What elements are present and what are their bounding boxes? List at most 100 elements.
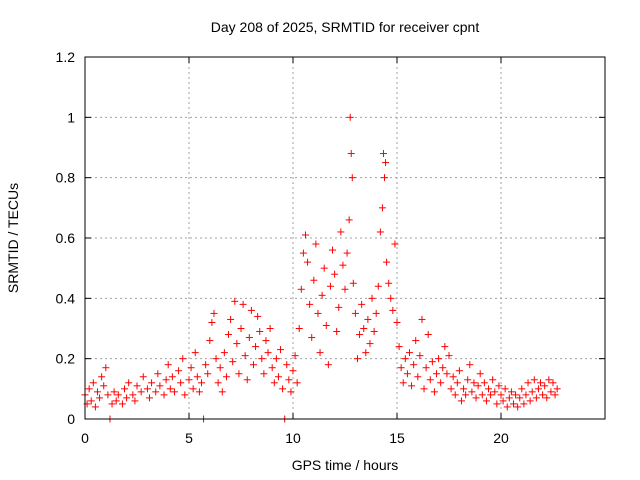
data-point — [304, 258, 312, 266]
data-point — [123, 394, 131, 402]
data-point — [143, 385, 151, 393]
data-point — [405, 349, 413, 357]
data-point — [326, 282, 334, 290]
data-point — [341, 285, 349, 293]
data-point — [214, 379, 222, 387]
y-axis-label: SRMTID / TECUs — [5, 183, 21, 293]
data-point — [212, 355, 220, 363]
data-point — [164, 361, 172, 369]
data-point — [372, 309, 380, 317]
data-point — [331, 270, 339, 278]
data-point — [195, 388, 203, 396]
data-point — [428, 358, 436, 366]
data-point — [410, 361, 418, 369]
data-point — [478, 391, 486, 399]
data-point — [516, 394, 524, 402]
data-point — [447, 385, 455, 393]
data-point — [274, 373, 282, 381]
data-point — [534, 385, 542, 393]
data-point — [166, 385, 174, 393]
data-point — [299, 249, 307, 257]
data-point — [256, 328, 264, 336]
data-point — [218, 388, 226, 396]
data-point — [541, 382, 549, 390]
data-point — [333, 328, 341, 336]
data-point — [243, 376, 251, 384]
x-axis-label: GPS time / hours — [292, 457, 399, 473]
data-point — [85, 385, 93, 393]
data-point — [385, 279, 393, 287]
data-point — [152, 388, 160, 396]
data-point — [108, 400, 116, 408]
data-point — [131, 397, 139, 405]
data-point — [295, 325, 303, 332]
data-point — [397, 364, 405, 372]
data-point — [457, 397, 465, 405]
data-point — [439, 364, 447, 372]
data-point — [353, 355, 361, 363]
data-point — [222, 373, 230, 381]
data-point — [337, 228, 345, 236]
data-point — [476, 370, 484, 378]
data-point — [393, 318, 401, 326]
data-point — [430, 388, 438, 396]
data-point — [308, 334, 316, 342]
data-point — [193, 373, 201, 381]
chart-title: Day 208 of 2025, SRMTID for receiver cpn… — [211, 19, 480, 35]
data-point — [191, 349, 199, 357]
data-point — [543, 394, 551, 402]
data-point — [87, 397, 95, 405]
data-point — [301, 231, 309, 239]
x-tick-label: 10 — [285, 430, 301, 446]
data-point — [358, 300, 366, 308]
data-point — [545, 376, 553, 384]
data-point — [272, 355, 280, 363]
data-point — [185, 376, 193, 384]
data-point — [154, 370, 162, 378]
data-point — [553, 385, 561, 393]
data-point — [241, 352, 249, 360]
data-point — [422, 364, 430, 372]
data-point — [175, 367, 183, 375]
data-point — [279, 385, 287, 393]
data-point — [547, 388, 555, 396]
data-point — [383, 258, 391, 266]
y-tick-label: 1 — [67, 109, 75, 125]
data-point — [462, 391, 470, 399]
data-point — [179, 355, 187, 363]
data-point — [360, 325, 368, 332]
data-point — [522, 391, 530, 399]
data-point — [349, 279, 357, 287]
data-point — [493, 400, 501, 408]
data-point — [382, 159, 390, 167]
data-point — [245, 334, 253, 342]
data-point — [110, 388, 118, 396]
data-point — [254, 312, 262, 320]
data-point — [408, 382, 416, 390]
data-point — [364, 315, 372, 323]
data-point — [231, 297, 239, 305]
data-point — [89, 379, 97, 387]
data-point — [104, 391, 112, 399]
data-point — [262, 337, 270, 345]
data-point — [316, 349, 324, 357]
data-point — [420, 385, 428, 393]
data-point — [96, 394, 104, 402]
data-point — [453, 379, 461, 387]
grid-lines — [85, 57, 605, 419]
y-tick-label: 0.6 — [56, 230, 76, 246]
data-point — [102, 364, 110, 372]
data-point — [381, 174, 389, 182]
data-point — [162, 376, 170, 384]
data-point — [501, 385, 509, 393]
data-point — [379, 150, 387, 158]
data-point — [412, 337, 420, 345]
data-point — [314, 309, 322, 317]
data-point — [497, 391, 505, 399]
data-point — [220, 349, 228, 357]
data-point — [160, 391, 168, 399]
data-point — [401, 355, 409, 363]
data-point — [208, 318, 216, 326]
data-point — [433, 370, 441, 378]
data-point — [129, 391, 137, 399]
